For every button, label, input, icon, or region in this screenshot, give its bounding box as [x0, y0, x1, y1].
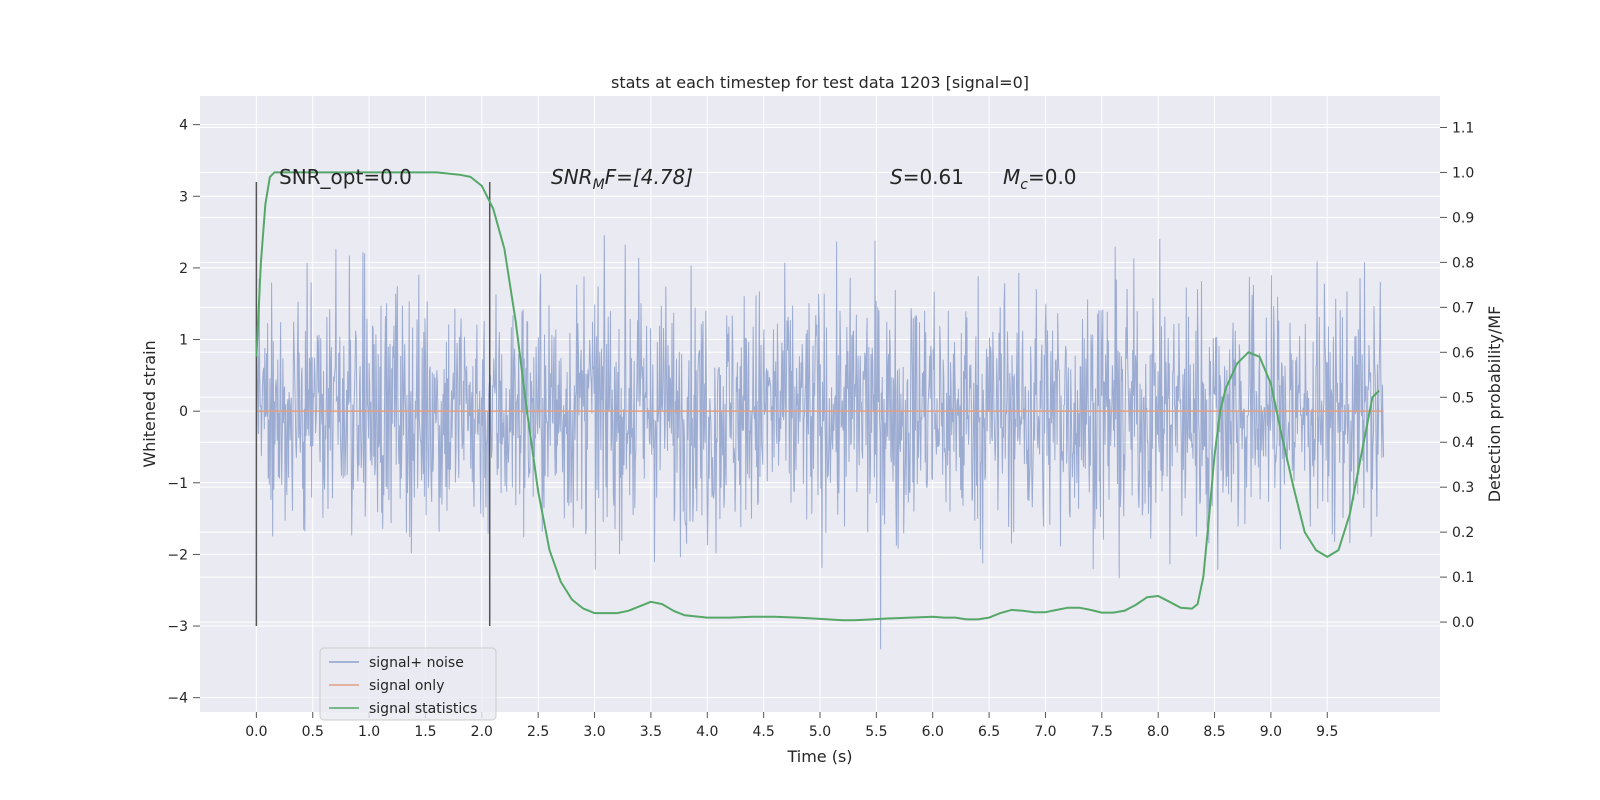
y-right-tick-label: 0.8	[1452, 255, 1474, 271]
x-axis-label: Time (s)	[786, 747, 852, 766]
y-left-tick-label: −3	[167, 619, 188, 635]
x-tick-label: 6.5	[978, 724, 1000, 740]
y-left-tick-label: 0	[179, 404, 188, 420]
legend-label-stats: signal statistics	[369, 701, 477, 717]
y-left-tick-label: 1	[179, 333, 188, 349]
legend: signal+ noise signal only signal statist…	[319, 647, 497, 721]
window-markers	[255, 181, 491, 627]
y-right-tick-label: 0.9	[1452, 210, 1474, 226]
annotation-s: S=0.61	[890, 165, 964, 189]
x-tick-label: 6.0	[922, 724, 944, 740]
tick-labels: 0.0 0.5 1.0 1.5 2.0 2.5 3.0 3.5 4.0 4.5 5.0 5.5 6.0 6…	[167, 118, 1474, 740]
x-tick-label: 4.0	[696, 724, 718, 740]
x-tick-label: 2.5	[527, 724, 549, 740]
y-left-tick-label: 3	[179, 189, 188, 205]
y-left-tick-label: −2	[167, 547, 188, 563]
y-left-tick-label: −4	[167, 691, 188, 707]
annotation-mc: Mc=0.0	[1003, 165, 1077, 193]
x-tick-label: 3.5	[640, 724, 662, 740]
x-tick-label: 0.5	[302, 724, 324, 740]
legend-box	[319, 647, 497, 721]
signal-statistics-line	[255, 171, 1380, 622]
y-right-tick-label: 0.6	[1452, 345, 1474, 361]
signal-noise-line	[255, 235, 1385, 650]
annotation-snr-opt: SNR_opt=0.0	[279, 165, 412, 189]
y-axis-label-right: Detection probability/MF	[1485, 306, 1504, 503]
x-tick-label: 5.0	[809, 724, 831, 740]
y-right-tick-label: 0.2	[1452, 525, 1474, 541]
x-tick-label: 5.5	[865, 724, 887, 740]
x-tick-label: 3.0	[583, 724, 605, 740]
legend-label-signal: signal only	[369, 678, 444, 694]
y-right-tick-label: 1.0	[1452, 165, 1474, 181]
y-right-tick-label: 0.7	[1452, 300, 1474, 316]
annotation-snr-mf: SNRMF=[4.78]	[551, 165, 693, 193]
x-tick-label: 4.5	[753, 724, 775, 740]
statistics-series	[255, 171, 1380, 622]
y-right-tick-label: 0.0	[1452, 615, 1474, 631]
y-left-tick-label: 2	[179, 261, 188, 277]
noise-series	[255, 235, 1385, 650]
y-left-tick-label: −1	[167, 476, 188, 492]
legend-label-noise: signal+ noise	[369, 655, 464, 671]
x-tick-label: 9.0	[1260, 724, 1282, 740]
x-tick-label: 0.0	[245, 724, 267, 740]
chart-title: stats at each timestep for test data 120…	[611, 73, 1029, 92]
y-right-tick-label: 0.1	[1452, 570, 1474, 586]
x-tick-label: 2.0	[471, 724, 493, 740]
x-tick-label: 1.5	[414, 724, 436, 740]
x-tick-label: 9.5	[1316, 724, 1338, 740]
y-axis-label-left: Whitened strain	[140, 340, 159, 467]
y-right-tick-label: 0.3	[1452, 480, 1474, 496]
x-tick-label: 7.5	[1091, 724, 1113, 740]
x-tick-label: 7.0	[1034, 724, 1056, 740]
y-left-tick-label: 4	[179, 118, 188, 134]
x-tick-label: 1.0	[358, 724, 380, 740]
x-tick-label: 8.5	[1203, 724, 1225, 740]
y-right-tick-label: 0.4	[1452, 435, 1474, 451]
y-right-tick-label: 1.1	[1452, 120, 1474, 136]
x-tick-label: 8.0	[1147, 724, 1169, 740]
y-right-tick-label: 0.5	[1452, 390, 1474, 406]
